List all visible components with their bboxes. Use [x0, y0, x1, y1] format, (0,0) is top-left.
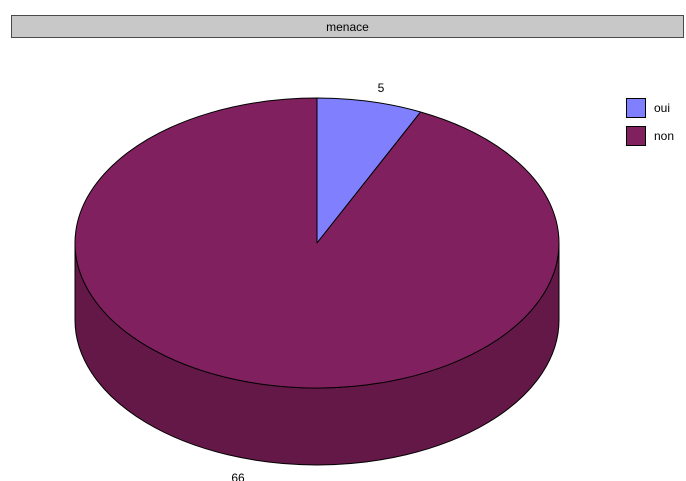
legend-label-oui: oui — [654, 101, 671, 115]
pie-slice-non — [74, 97, 560, 389]
legend-swatch-oui — [626, 98, 646, 118]
data-label-oui: 5 — [378, 81, 385, 95]
data-label-non: 66 — [231, 471, 245, 481]
legend-swatch-non — [626, 126, 646, 146]
legend-label-non: non — [654, 129, 675, 143]
pie-slice-oui — [316, 97, 422, 244]
chart-title: menace — [11, 15, 684, 38]
